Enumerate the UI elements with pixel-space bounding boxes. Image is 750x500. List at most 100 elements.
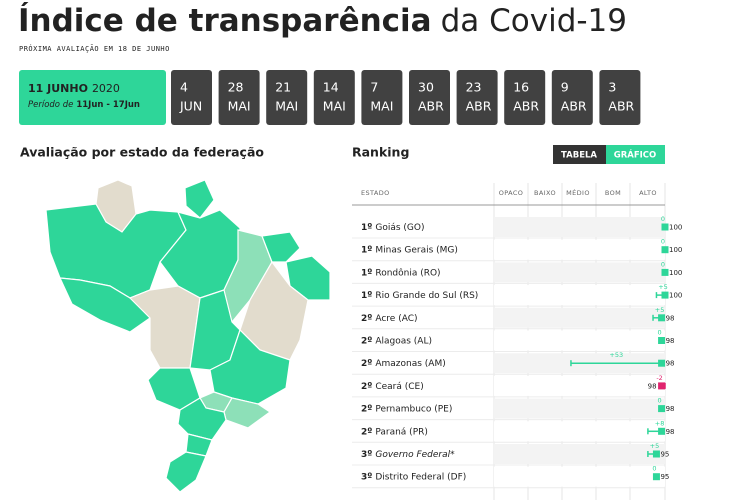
period: 11Jun - 17Jun bbox=[76, 100, 140, 110]
score-label: 100 bbox=[669, 246, 682, 254]
active-date-day: 11 JUNHO bbox=[28, 82, 88, 95]
state-name: Paraná (PR) bbox=[375, 427, 428, 437]
date-tab[interactable] bbox=[456, 70, 498, 125]
date-tab[interactable] bbox=[504, 70, 546, 125]
state-name: Minas Gerais (MG) bbox=[375, 245, 458, 255]
change-label: 0 bbox=[652, 465, 656, 473]
row-shade bbox=[494, 444, 665, 464]
date-tab[interactable] bbox=[551, 70, 593, 125]
title-rest: da Covid-19 bbox=[441, 3, 627, 39]
row-shade bbox=[494, 239, 665, 260]
score-label: 100 bbox=[669, 292, 682, 300]
score-label: 98 bbox=[666, 405, 675, 413]
column-header: MÉDIO bbox=[566, 188, 590, 197]
score-label: 98 bbox=[666, 360, 675, 368]
score-marker bbox=[661, 223, 669, 231]
state-name: Distrito Federal (DF) bbox=[375, 472, 466, 482]
state-name: Acre (AC) bbox=[375, 313, 417, 323]
rank: 1º bbox=[361, 223, 372, 233]
tab-day: 30 bbox=[418, 80, 434, 95]
tab-month: ABR bbox=[561, 99, 587, 114]
row-shade bbox=[494, 421, 665, 442]
score-label: 100 bbox=[669, 269, 682, 277]
row-label: 1º Rio Grande do Sul (RS) bbox=[361, 291, 478, 301]
tab-month: ABR bbox=[466, 99, 492, 114]
toggle-label: TABELA bbox=[561, 151, 597, 161]
state-name: Goiás (GO) bbox=[375, 223, 424, 233]
date-tab[interactable] bbox=[409, 70, 450, 125]
rank: 2º bbox=[361, 381, 372, 391]
state-name: Rondônia (RO) bbox=[375, 267, 440, 278]
tab-day: 4 bbox=[180, 80, 188, 95]
active-period: Período de 11Jun - 17Jun bbox=[28, 100, 140, 110]
change-label: 0 bbox=[658, 329, 662, 337]
date-tab[interactable] bbox=[218, 70, 260, 125]
rank: 1º bbox=[361, 291, 372, 301]
row-label: 2º Acre (AC) bbox=[361, 313, 418, 323]
row-shade bbox=[494, 398, 665, 419]
change-label: 0 bbox=[661, 215, 665, 223]
row-label: 2º Ceará (CE) bbox=[361, 381, 424, 391]
row-label: 2º Alagoas (AL) bbox=[361, 336, 432, 346]
rank: 1º bbox=[361, 245, 372, 255]
score-marker bbox=[661, 268, 669, 276]
state bbox=[165, 451, 207, 493]
row-label: 3º Governo Federal* bbox=[361, 450, 455, 460]
date-tab[interactable] bbox=[171, 70, 212, 125]
tab-month: MAI bbox=[275, 99, 298, 114]
ranking-title: Ranking bbox=[352, 145, 409, 160]
toggle-label: GRÁFICO bbox=[614, 149, 657, 161]
row-shade bbox=[494, 307, 665, 328]
score-marker bbox=[658, 405, 666, 413]
score-marker bbox=[658, 359, 666, 367]
state-name: Ceará (CE) bbox=[375, 381, 423, 391]
active-tab[interactable] bbox=[19, 70, 166, 125]
date-tab[interactable] bbox=[266, 70, 308, 125]
column-header: BOM bbox=[605, 189, 621, 197]
tab-month: JUN bbox=[179, 99, 202, 114]
tab-day: 14 bbox=[323, 80, 339, 95]
column-header: OPACO bbox=[499, 189, 524, 197]
row-shade bbox=[494, 375, 665, 396]
score-marker bbox=[658, 382, 666, 390]
change-label: +5 bbox=[655, 306, 665, 314]
change-label: +8 bbox=[655, 419, 665, 427]
change-label: +53 bbox=[609, 351, 623, 359]
title: Índice de transparência da Covid-19 bbox=[18, 3, 627, 39]
row-label: 1º Minas Gerais (MG) bbox=[361, 245, 458, 255]
tab-day: 23 bbox=[466, 80, 482, 95]
score-marker bbox=[658, 427, 666, 435]
state-name: Governo Federal* bbox=[375, 450, 455, 460]
tab-day: 16 bbox=[513, 80, 529, 95]
tab-day: 9 bbox=[561, 80, 569, 95]
row-label: 3º Distrito Federal (DF) bbox=[361, 472, 466, 482]
tab-month: MAI bbox=[323, 99, 346, 114]
tab-month: ABR bbox=[513, 99, 539, 114]
state bbox=[177, 397, 227, 441]
map-title: Avaliação por estado da federação bbox=[20, 145, 264, 160]
row-label: 2º Pernambuco (PE) bbox=[361, 404, 452, 414]
row-label: 2º Paraná (PR) bbox=[361, 427, 428, 437]
toggle-table[interactable] bbox=[553, 145, 606, 164]
date-tab[interactable] bbox=[313, 70, 355, 125]
change-label: +5 bbox=[650, 442, 660, 450]
score-label: 95 bbox=[660, 451, 669, 459]
rank: 2º bbox=[361, 336, 372, 346]
state bbox=[184, 179, 215, 219]
tab-month: MAI bbox=[228, 99, 251, 114]
period-prefix: Período de bbox=[28, 100, 73, 110]
tab-day: 21 bbox=[275, 80, 291, 95]
score-marker bbox=[661, 246, 669, 254]
state-name: Rio Grande do Sul (RS) bbox=[375, 291, 478, 301]
rank: 2º bbox=[361, 404, 372, 414]
rank: 3º bbox=[361, 450, 372, 460]
date-tab[interactable] bbox=[361, 70, 403, 125]
toggle-chart[interactable] bbox=[606, 145, 665, 164]
tab-month: MAI bbox=[370, 99, 393, 114]
tab-day: 28 bbox=[228, 80, 244, 95]
row-shade bbox=[494, 285, 665, 306]
row-label: 1º Rondônia (RO) bbox=[361, 267, 441, 278]
state-name: Amazonas (AM) bbox=[375, 359, 445, 369]
date-tab[interactable] bbox=[599, 70, 641, 125]
rank: 1º bbox=[361, 268, 372, 278]
